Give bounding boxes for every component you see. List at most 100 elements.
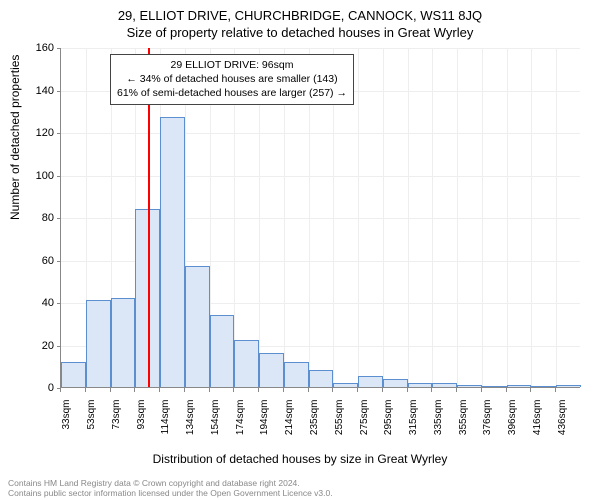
xtick-label: 235sqm <box>309 400 320 450</box>
histogram-bar <box>284 362 309 388</box>
xtick-mark <box>60 388 61 392</box>
xtick-label: 134sqm <box>185 400 196 450</box>
xtick-mark <box>283 388 284 392</box>
histogram-bar <box>333 383 358 387</box>
xtick-label: 33sqm <box>61 400 72 450</box>
xtick-mark <box>110 388 111 392</box>
histogram-bar <box>61 362 86 388</box>
xtick-label: 436sqm <box>557 400 568 450</box>
annotation-line-2: ← 34% of detached houses are smaller (14… <box>117 72 347 86</box>
xtick-mark <box>555 388 556 392</box>
xtick-mark <box>431 388 432 392</box>
ytick-label: 80 <box>24 212 54 224</box>
xtick-mark <box>407 388 408 392</box>
histogram-bar <box>482 386 507 387</box>
ytick-mark <box>57 48 61 49</box>
footer-line-1: Contains HM Land Registry data © Crown c… <box>8 478 592 488</box>
footer-line-2: Contains public sector information licen… <box>8 488 592 498</box>
histogram-bar <box>432 383 457 387</box>
histogram-bar <box>408 383 433 387</box>
xtick-label: 174sqm <box>235 400 246 450</box>
histogram-bar <box>259 353 284 387</box>
xtick-mark <box>258 388 259 392</box>
xtick-label: 214sqm <box>284 400 295 450</box>
gridline-v <box>408 48 409 387</box>
xtick-mark <box>233 388 234 392</box>
histogram-bar <box>111 298 136 387</box>
gridline-v <box>383 48 384 387</box>
xtick-label: 114sqm <box>160 400 171 450</box>
histogram-bar <box>185 266 210 387</box>
footer-attribution: Contains HM Land Registry data © Crown c… <box>8 478 592 498</box>
xtick-label: 355sqm <box>458 400 469 450</box>
page-subtitle: Size of property relative to detached ho… <box>0 23 600 46</box>
xtick-mark <box>159 388 160 392</box>
page-title: 29, ELLIOT DRIVE, CHURCHBRIDGE, CANNOCK,… <box>0 0 600 23</box>
xtick-mark <box>184 388 185 392</box>
gridline-v <box>482 48 483 387</box>
histogram-bar <box>234 340 259 387</box>
gridline-v <box>457 48 458 387</box>
xtick-mark <box>209 388 210 392</box>
annotation-line-1: 29 ELLIOT DRIVE: 96sqm <box>117 58 347 72</box>
xtick-mark <box>382 388 383 392</box>
gridline-h <box>61 133 580 134</box>
gridline-v <box>507 48 508 387</box>
xtick-mark <box>134 388 135 392</box>
xtick-label: 275sqm <box>359 400 370 450</box>
ytick-mark <box>57 303 61 304</box>
histogram-bar <box>210 315 235 387</box>
histogram-bar <box>531 386 556 387</box>
ytick-label: 100 <box>24 170 54 182</box>
xtick-label: 396sqm <box>507 400 518 450</box>
histogram-bar <box>507 385 532 387</box>
ytick-mark <box>57 176 61 177</box>
histogram-bar <box>556 385 581 387</box>
gridline-v <box>358 48 359 387</box>
xtick-label: 315sqm <box>408 400 419 450</box>
xtick-mark <box>506 388 507 392</box>
gridline-h <box>61 48 580 49</box>
ytick-label: 40 <box>24 297 54 309</box>
histogram-bar <box>383 379 408 388</box>
xtick-label: 416sqm <box>532 400 543 450</box>
annotation-line-3: 61% of semi-detached houses are larger (… <box>117 86 347 100</box>
xtick-label: 376sqm <box>482 400 493 450</box>
x-axis-label: Distribution of detached houses by size … <box>0 452 600 466</box>
xtick-mark <box>456 388 457 392</box>
xtick-label: 255sqm <box>334 400 345 450</box>
ytick-label: 0 <box>24 382 54 394</box>
gridline-h <box>61 176 580 177</box>
ytick-mark <box>57 133 61 134</box>
xtick-label: 53sqm <box>86 400 97 450</box>
gridline-v <box>531 48 532 387</box>
xtick-mark <box>481 388 482 392</box>
ytick-mark <box>57 218 61 219</box>
ytick-mark <box>57 91 61 92</box>
histogram-bar <box>358 376 383 387</box>
ytick-label: 160 <box>24 42 54 54</box>
xtick-mark <box>530 388 531 392</box>
xtick-label: 295sqm <box>383 400 394 450</box>
annotation-box: 29 ELLIOT DRIVE: 96sqm ← 34% of detached… <box>110 54 354 105</box>
y-axis-label: Number of detached properties <box>8 55 22 220</box>
histogram-bar <box>309 370 334 387</box>
ytick-mark <box>57 261 61 262</box>
xtick-label: 73sqm <box>111 400 122 450</box>
ytick-label: 140 <box>24 85 54 97</box>
ytick-label: 120 <box>24 127 54 139</box>
xtick-mark <box>308 388 309 392</box>
histogram-bar <box>160 117 185 387</box>
histogram-bar <box>86 300 111 387</box>
ytick-label: 60 <box>24 255 54 267</box>
xtick-mark <box>357 388 358 392</box>
xtick-label: 335sqm <box>433 400 444 450</box>
gridline-v <box>556 48 557 387</box>
histogram-bar <box>457 385 482 387</box>
ytick-mark <box>57 346 61 347</box>
gridline-v <box>432 48 433 387</box>
xtick-label: 194sqm <box>259 400 270 450</box>
xtick-label: 154sqm <box>210 400 221 450</box>
xtick-mark <box>85 388 86 392</box>
xtick-mark <box>332 388 333 392</box>
